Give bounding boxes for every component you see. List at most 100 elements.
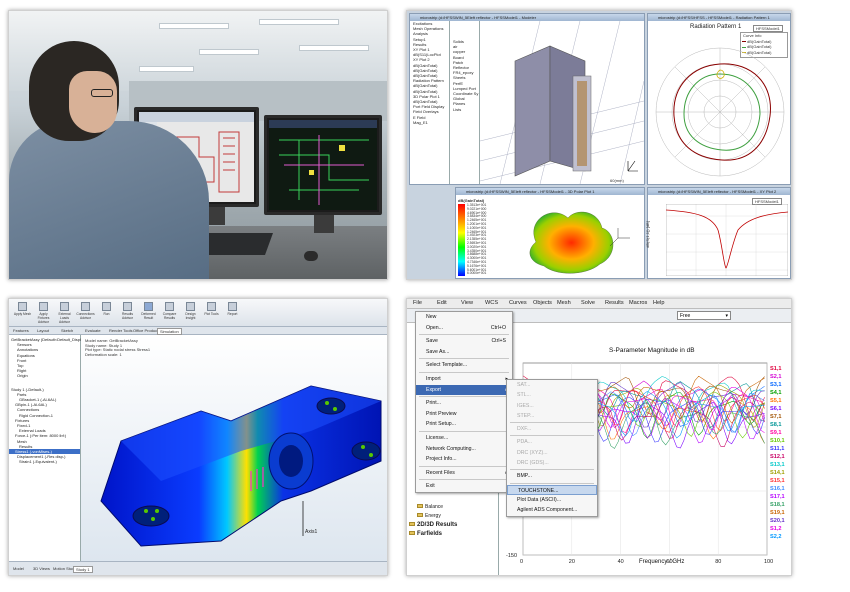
feature-tree-item[interactable]: Annotations [17, 347, 39, 353]
tree-item[interactable]: dB(GainTotal) [413, 73, 438, 79]
file-menu-item[interactable]: License... [416, 433, 512, 444]
model-tree[interactable]: Solids air copper Board Patch Reflector FR4_ep… [450, 21, 480, 184]
project-tree[interactable]: Excitations Mesh Operations Analysis Setup1… [410, 21, 450, 184]
feature-tree-item[interactable]: Origin [17, 373, 28, 379]
menubar-item[interactable]: Edit [437, 300, 447, 306]
study-tree-item[interactable]: Fixed-1 [17, 423, 31, 429]
export-menu-item[interactable]: PDA... [517, 439, 532, 446]
file-menu-item[interactable]: Print Preview [416, 409, 512, 420]
tree-item[interactable]: XY Plot 1 [413, 47, 430, 53]
toolbar-button[interactable]: Connections Advisor [76, 301, 95, 325]
model-tree-item[interactable]: Patch [453, 59, 464, 65]
tree-item[interactable]: Port Field Display [413, 104, 445, 110]
tree-item[interactable]: Setup1 [413, 36, 426, 42]
command-tab[interactable]: Render Tools [109, 328, 133, 333]
model-tree-item[interactable]: FR4_epoxy [453, 70, 474, 76]
feature-tree-item[interactable]: Right [17, 368, 27, 374]
model-tree-item[interactable]: Reflector [453, 65, 470, 71]
nav-tree-item[interactable]: Farfields [409, 530, 457, 539]
feature-tree-item[interactable]: GetBracketAssy (Default<Default_Display … [11, 337, 103, 342]
study-tree-item[interactable]: Stress1 (-vonMises-) [9, 449, 80, 455]
export-menu-item[interactable]: Plot Data (ASCII)... [517, 496, 562, 503]
model-tree-item[interactable]: Lists [453, 106, 462, 112]
toolbar-button[interactable]: Report [223, 301, 242, 325]
menubar-item[interactable]: Curves [509, 300, 527, 306]
toolbar-button[interactable]: Compare Results [160, 301, 179, 325]
export-menu-item[interactable]: DXF... [517, 426, 532, 433]
file-menu-item[interactable]: Select Template... [416, 360, 512, 371]
tree-item[interactable]: Excitations [413, 21, 433, 26]
tree-item[interactable]: dB(GainTotal) [413, 88, 438, 94]
tree-item[interactable]: Analysis [413, 31, 428, 37]
model-tree-item[interactable]: Lumped Port [453, 85, 476, 91]
study-tree-item[interactable]: Fixtures [15, 417, 30, 423]
study-tree-item[interactable]: GBracket-1 (-Al-6Al-) [19, 397, 57, 403]
feature-tree[interactable]: GetBracketAssy (Default<Default_Display … [9, 335, 103, 561]
tree-item[interactable]: dB(GainTotal) [413, 62, 438, 68]
command-tab[interactable]: Layout [37, 328, 50, 333]
command-tab[interactable]: Evaluate [85, 328, 101, 333]
model-tree-item[interactable]: Global [453, 96, 465, 102]
toolbar-button[interactable]: Plot Tools [202, 301, 221, 325]
feature-tree-item[interactable]: Equations [17, 352, 35, 358]
study-tree-item[interactable]: Parts [17, 391, 27, 397]
tree-item[interactable]: Radiation Pattern [413, 78, 444, 84]
file-menu-item[interactable]: Export▸ [416, 384, 512, 396]
menubar-item[interactable]: Results [605, 300, 624, 306]
file-menu-item[interactable]: Import ▸ [416, 374, 512, 385]
toolbar-button[interactable]: Design Insight [181, 301, 200, 325]
file-menu-item[interactable]: Exit [416, 481, 512, 492]
file-menu-item[interactable]: Save Ctrl+S [416, 336, 512, 347]
study-tree-item[interactable]: Strain1 (-Equivalent-) [19, 459, 57, 465]
file-menu-item[interactable]: New [416, 312, 512, 323]
command-tab[interactable]: Features [13, 328, 29, 333]
graphics-area[interactable]: Model name: GetBracketAssy Study name: St… [81, 335, 387, 561]
file-menu-item[interactable]: Save As... [416, 347, 512, 358]
model-tree-item[interactable]: Planes [453, 101, 466, 107]
tree-item[interactable]: E Field [413, 114, 426, 120]
nav-tree-item[interactable]: 2D/3D Results [409, 521, 457, 530]
tree-item[interactable]: dB(GainTotal) [413, 67, 438, 73]
file-menu-item[interactable]: Network Computing... [416, 444, 512, 455]
tree-item[interactable]: XY Plot 2 [413, 57, 430, 63]
tree-item[interactable]: dB(GainTotal) [413, 99, 438, 105]
tree-item[interactable]: dB(GainTotal) [413, 83, 438, 89]
tree-item[interactable]: Mesh Operations [413, 26, 444, 32]
3d-viewport[interactable]: 60(mm) [479, 20, 645, 185]
model-tree-item[interactable]: air [453, 44, 458, 50]
study-tree-item[interactable]: Results [19, 443, 33, 449]
tree-item[interactable]: Results [413, 41, 427, 47]
study-tree-item[interactable]: GBpin-1 (-Al-6Al-) [15, 402, 47, 408]
command-tab[interactable]: Office Products [133, 328, 161, 333]
export-menu-item[interactable]: Agilent ADS Component... [517, 507, 578, 514]
toolbar-button[interactable]: External Loads Advisor [55, 301, 74, 325]
nav-tree-item[interactable]: Balance [409, 503, 457, 512]
study-tree-item[interactable]: Connections [17, 407, 40, 413]
bottom-tab[interactable]: Study 1 [73, 566, 93, 573]
study-tree-item[interactable]: Study 1 (-Default-) [11, 386, 44, 392]
nav-tree-item[interactable]: Energy [409, 512, 457, 521]
model-tree-item[interactable]: PerfE [453, 80, 464, 86]
tree-item[interactable]: 3D Polar Plot 1 [413, 93, 440, 99]
toolbar-button[interactable]: Apply Fixtures Advisor [34, 301, 53, 325]
bottom-tab[interactable]: Motion Study 1 [53, 566, 80, 571]
study-tree-item[interactable]: Force-1 (:Per item: 8000 lbf:) [15, 433, 67, 439]
bottom-tab[interactable]: 3D Views [33, 566, 50, 571]
export-menu-item[interactable]: STEP... [517, 412, 535, 419]
toolbar-button[interactable]: Results Advisor [118, 301, 137, 325]
study-tree-item[interactable]: Rigid Connection-1 [19, 412, 54, 418]
menubar-item[interactable]: View [461, 300, 474, 306]
menubar-item[interactable]: File [413, 300, 423, 306]
feature-tree-item[interactable]: Sensors [17, 342, 32, 348]
toolbar-button[interactable]: Deformed Result [139, 301, 158, 325]
export-submenu[interactable]: SAT... STL... IGES... STEP... DXF... PDA... DR… [506, 379, 598, 517]
model-tree-item[interactable]: Solids [453, 39, 464, 44]
zoom-select[interactable]: Free ▾ [677, 311, 731, 320]
model-tree-item[interactable]: Coordinate Sy [453, 91, 479, 97]
file-menu-item[interactable]: Recent Files▸ [416, 468, 512, 479]
menubar-item[interactable]: Help [653, 300, 665, 306]
tree-item[interactable]: Field Overlays [413, 109, 439, 115]
toolbar-button[interactable]: Run [97, 301, 116, 325]
menubar-item[interactable]: WCS [485, 300, 499, 306]
feature-tree-item[interactable]: Front [17, 357, 27, 363]
